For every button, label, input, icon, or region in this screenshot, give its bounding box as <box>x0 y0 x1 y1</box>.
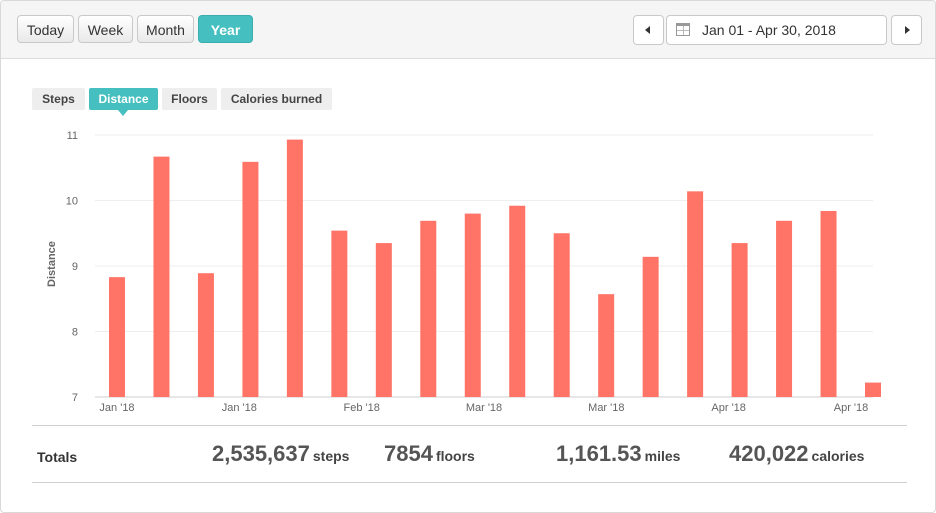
bar <box>375 243 392 397</box>
total-miles-unit: miles <box>644 448 681 464</box>
toolbar: Today Week Month Year Jan 01 - Apr 30, 2… <box>1 1 935 59</box>
total-calories-unit: calories <box>811 448 865 464</box>
x-tick-label: Jan '18 <box>222 402 257 414</box>
today-button[interactable]: Today <box>17 15 74 43</box>
bar <box>286 139 303 397</box>
totals-label: Totals <box>37 449 78 465</box>
bar <box>776 220 793 397</box>
calendar-icon <box>676 23 690 36</box>
caret-right-icon <box>905 26 910 34</box>
x-tick-label: Jan '18 <box>99 402 134 414</box>
bar <box>553 233 570 397</box>
bar <box>197 273 214 397</box>
active-tab-caret <box>118 110 128 116</box>
total-steps: 2,535,637 steps <box>212 441 349 467</box>
next-range-button[interactable] <box>891 15 922 45</box>
date-range-picker[interactable]: Jan 01 - Apr 30, 2018 <box>666 15 887 45</box>
total-floors-value: 7854 <box>384 441 433 466</box>
y-tick-label: 11 <box>67 130 78 142</box>
bar <box>153 156 170 397</box>
totals-top-divider <box>32 425 907 426</box>
prev-range-button[interactable] <box>633 15 664 45</box>
x-tick-label: Feb '18 <box>343 402 379 414</box>
total-calories-value: 420,022 <box>729 441 809 466</box>
total-floors-unit: floors <box>435 448 475 464</box>
tab-distance[interactable]: Distance <box>89 88 158 110</box>
caret-left-icon <box>645 26 650 34</box>
tab-calories-burned[interactable]: Calories burned <box>221 88 332 110</box>
bar <box>642 256 659 397</box>
tab-floors[interactable]: Floors <box>162 88 217 110</box>
week-button[interactable]: Week <box>78 15 133 43</box>
x-tick-label: Apr '18 <box>711 402 746 414</box>
bar <box>820 210 837 397</box>
bar <box>865 382 881 397</box>
bar <box>109 277 125 397</box>
year-button[interactable]: Year <box>198 15 253 43</box>
total-miles: 1,161.53 miles <box>556 441 680 467</box>
total-floors: 7854 floors <box>384 441 475 467</box>
bar <box>420 220 437 397</box>
bar <box>509 205 526 397</box>
x-tick-label: Apr '18 <box>834 402 869 414</box>
totals-bottom-divider <box>32 482 907 483</box>
distance-bar-chart: 7 8 9 10 11 Jan '18 Jan '18 Feb '18 Mar '18 Mar '… <box>66 130 881 414</box>
bar <box>464 213 481 397</box>
x-tick-label: Mar '18 <box>588 402 624 414</box>
bar <box>598 294 615 397</box>
y-tick-label: 9 <box>72 261 78 273</box>
total-calories: 420,022 calories <box>729 441 864 467</box>
total-miles-value: 1,161.53 <box>556 441 642 466</box>
y-tick-label: 8 <box>72 327 78 339</box>
tab-steps[interactable]: Steps <box>32 88 85 110</box>
bar <box>331 230 348 397</box>
bar <box>731 243 748 397</box>
date-range-text: Jan 01 - Apr 30, 2018 <box>702 22 836 38</box>
x-tick-label: Mar '18 <box>466 402 502 414</box>
total-steps-unit: steps <box>312 448 350 464</box>
y-tick-label: 7 <box>72 392 78 404</box>
y-tick-label: 10 <box>66 196 78 208</box>
bar <box>687 191 704 397</box>
bar <box>242 161 259 397</box>
total-steps-value: 2,535,637 <box>212 441 310 466</box>
month-button[interactable]: Month <box>137 15 194 43</box>
